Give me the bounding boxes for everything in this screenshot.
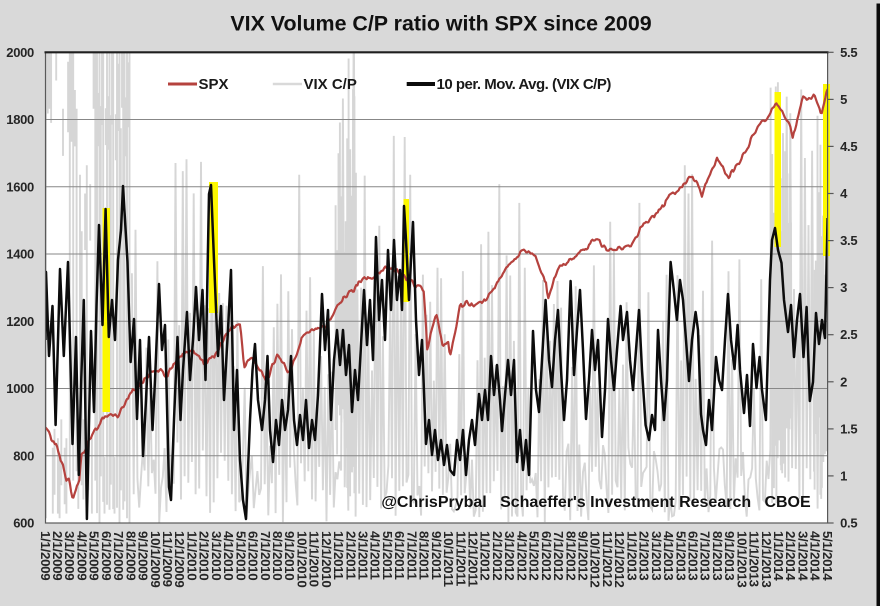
svg-text:1600: 1600 — [6, 179, 34, 194]
svg-text:3/1/2011: 3/1/2011 — [356, 531, 371, 581]
svg-text:1/1/2009: 1/1/2009 — [38, 531, 53, 580]
svg-text:5/1/2014: 5/1/2014 — [820, 531, 835, 581]
svg-text:10/1/2013: 10/1/2013 — [734, 531, 749, 587]
svg-text:4/1/2012: 4/1/2012 — [514, 531, 529, 580]
svg-text:12/1/2010: 12/1/2010 — [319, 531, 334, 587]
svg-text:4/1/2013: 4/1/2013 — [661, 531, 676, 580]
svg-text:@ChrisPrybal Schaeffer's Inv: @ChrisPrybal Schaeffer's Investment Rese… — [381, 494, 811, 511]
svg-text:10/1/2012: 10/1/2012 — [588, 531, 603, 587]
svg-text:4: 4 — [840, 186, 848, 201]
svg-text:1200: 1200 — [6, 314, 34, 329]
svg-text:0.5: 0.5 — [840, 516, 857, 531]
svg-text:11/1/2013: 11/1/2013 — [747, 531, 762, 587]
svg-text:5/1/2010: 5/1/2010 — [233, 531, 248, 580]
svg-text:2/1/2010: 2/1/2010 — [197, 531, 212, 580]
svg-text:1/1/2011: 1/1/2011 — [331, 531, 346, 581]
svg-text:10/1/2010: 10/1/2010 — [294, 531, 309, 587]
svg-text:SPX: SPX — [199, 76, 229, 93]
svg-text:6/1/2011: 6/1/2011 — [392, 531, 407, 581]
svg-text:4/1/2014: 4/1/2014 — [808, 531, 823, 581]
svg-text:1400: 1400 — [6, 247, 34, 262]
svg-text:9/1/2011: 9/1/2011 — [429, 531, 444, 581]
svg-text:8/1/2012: 8/1/2012 — [563, 531, 578, 580]
svg-text:4.5: 4.5 — [840, 139, 857, 154]
svg-text:10/1/2011: 10/1/2011 — [441, 531, 456, 588]
svg-text:1: 1 — [840, 468, 847, 483]
svg-text:8/1/2013: 8/1/2013 — [710, 531, 725, 580]
svg-text:11/1/2011: 11/1/2011 — [453, 531, 468, 587]
svg-text:7/1/2010: 7/1/2010 — [258, 531, 273, 580]
svg-text:3/1/2010: 3/1/2010 — [209, 531, 224, 580]
svg-text:800: 800 — [13, 448, 34, 463]
svg-text:2/1/2011: 2/1/2011 — [343, 531, 358, 581]
svg-text:5.5: 5.5 — [840, 45, 857, 60]
svg-text:3/1/2012: 3/1/2012 — [502, 531, 517, 580]
svg-text:9/1/2010: 9/1/2010 — [282, 531, 297, 580]
svg-text:6/1/2009: 6/1/2009 — [99, 531, 114, 580]
svg-text:3/1/2009: 3/1/2009 — [62, 531, 77, 580]
svg-text:10 per. Mov. Avg. (VIX C/P): 10 per. Mov. Avg. (VIX C/P) — [437, 76, 612, 93]
svg-text:11/1/2012: 11/1/2012 — [600, 531, 615, 587]
svg-text:5/1/2011: 5/1/2011 — [380, 531, 395, 581]
svg-text:4/1/2009: 4/1/2009 — [75, 531, 90, 580]
svg-text:1/1/2012: 1/1/2012 — [478, 531, 493, 580]
svg-text:12/1/2012: 12/1/2012 — [612, 531, 627, 587]
svg-text:8/1/2010: 8/1/2010 — [270, 531, 285, 580]
svg-text:7/1/2009: 7/1/2009 — [111, 531, 126, 580]
svg-text:6/1/2013: 6/1/2013 — [686, 531, 701, 580]
svg-text:1/1/2010: 1/1/2010 — [184, 531, 199, 580]
svg-text:9/1/2012: 9/1/2012 — [576, 531, 591, 580]
svg-text:1000: 1000 — [6, 381, 34, 396]
svg-text:7/1/2013: 7/1/2013 — [698, 531, 713, 580]
svg-text:7/1/2012: 7/1/2012 — [551, 531, 566, 580]
svg-text:6/1/2012: 6/1/2012 — [539, 531, 554, 580]
svg-text:5/1/2012: 5/1/2012 — [527, 531, 542, 580]
svg-text:3/1/2013: 3/1/2013 — [649, 531, 664, 580]
svg-text:2/1/2009: 2/1/2009 — [50, 531, 65, 580]
svg-text:12/1/2013: 12/1/2013 — [759, 531, 774, 587]
svg-text:VIX Volume C/P ratio with SPX: VIX Volume C/P ratio with SPX since 2009 — [230, 12, 651, 36]
svg-text:3.5: 3.5 — [840, 233, 857, 248]
svg-text:2/1/2012: 2/1/2012 — [490, 531, 505, 580]
svg-text:3: 3 — [840, 280, 847, 295]
svg-text:1.5: 1.5 — [840, 421, 857, 436]
svg-text:4/1/2010: 4/1/2010 — [221, 531, 236, 580]
svg-text:8/1/2009: 8/1/2009 — [123, 531, 138, 580]
svg-text:9/1/2013: 9/1/2013 — [722, 531, 737, 580]
svg-text:4/1/2011: 4/1/2011 — [368, 531, 383, 581]
svg-text:7/1/2011: 7/1/2011 — [404, 531, 419, 581]
svg-text:2.5: 2.5 — [840, 327, 857, 342]
svg-text:11/1/2010: 11/1/2010 — [307, 531, 322, 587]
svg-text:8/1/2011: 8/1/2011 — [417, 531, 432, 581]
svg-text:2/1/2014: 2/1/2014 — [783, 531, 798, 581]
svg-text:5: 5 — [840, 92, 847, 107]
svg-text:2: 2 — [840, 374, 847, 389]
svg-text:2/1/2013: 2/1/2013 — [637, 531, 652, 580]
svg-text:12/1/2009: 12/1/2009 — [172, 531, 187, 587]
svg-text:12/1/2011: 12/1/2011 — [466, 531, 481, 588]
svg-text:VIX C/P: VIX C/P — [304, 76, 357, 93]
svg-text:3/1/2014: 3/1/2014 — [796, 531, 811, 581]
svg-text:5/1/2009: 5/1/2009 — [87, 531, 102, 580]
svg-text:6/1/2010: 6/1/2010 — [246, 531, 261, 580]
svg-text:11/1/2009: 11/1/2009 — [160, 531, 175, 587]
svg-text:10/1/2009: 10/1/2009 — [148, 531, 163, 587]
svg-text:600: 600 — [13, 516, 34, 531]
svg-text:9/1/2009: 9/1/2009 — [136, 531, 151, 580]
svg-text:1/1/2014: 1/1/2014 — [771, 531, 786, 581]
svg-text:1800: 1800 — [6, 112, 34, 127]
svg-text:2000: 2000 — [6, 45, 34, 60]
svg-text:5/1/2013: 5/1/2013 — [673, 531, 688, 580]
svg-text:1/1/2013: 1/1/2013 — [624, 531, 639, 580]
